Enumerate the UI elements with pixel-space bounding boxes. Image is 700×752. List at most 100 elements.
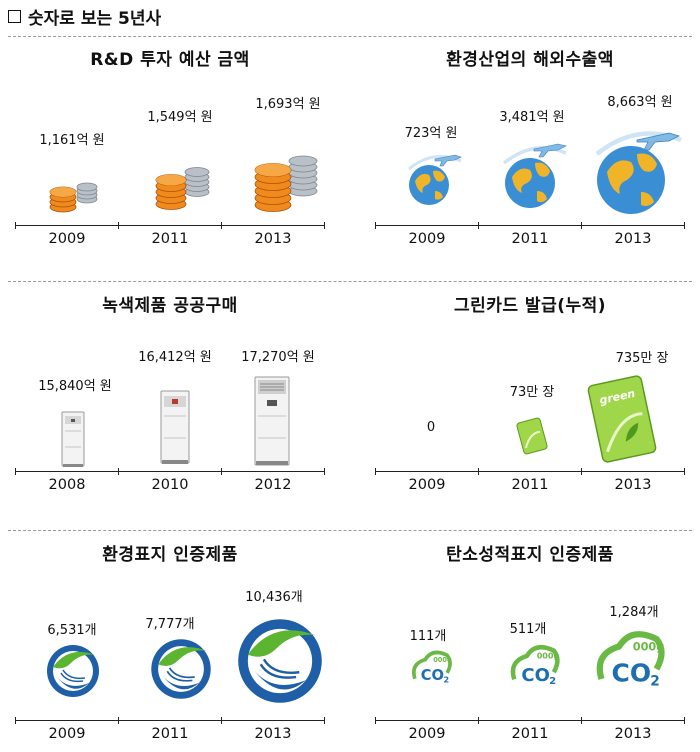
x-tick	[581, 717, 582, 724]
co2-label-icon: 000g CO 2	[409, 649, 453, 685]
x-axis	[15, 471, 325, 472]
x-axis	[375, 225, 685, 226]
globe-airplane-icon	[405, 151, 463, 207]
data-label: 16,412억 원	[138, 350, 212, 365]
panel-title: 환경표지 인증제품	[102, 545, 238, 565]
air-conditioner-icon	[254, 376, 290, 466]
x-tick-label: 2013	[614, 477, 652, 493]
air-conditioner-icon	[160, 390, 190, 464]
co2-grams-text: 000g	[433, 656, 452, 664]
data-label: 15,840억 원	[38, 379, 112, 394]
x-tick	[221, 468, 222, 475]
co2-sub-text: 2	[650, 673, 660, 689]
x-tick	[221, 717, 222, 724]
checkbox-bullet-icon	[8, 10, 21, 23]
x-tick-label: 2009	[408, 726, 446, 742]
coin-stack-icon	[147, 152, 221, 214]
data-label: 6,531개	[47, 623, 97, 638]
x-tick-label: 2011	[511, 231, 549, 247]
x-tick	[581, 222, 582, 229]
x-tick	[324, 222, 325, 229]
x-tick	[375, 717, 376, 724]
panel-green-card: 그린카드 발급(누적) 0 73만 장 735만 장 green 2009 20…	[365, 282, 695, 497]
x-tick-label: 2011	[511, 726, 549, 742]
data-label: 1,161억 원	[39, 133, 105, 148]
divider	[8, 36, 692, 37]
eco-label-icon	[235, 616, 325, 706]
panel-env-export: 환경산업의 해외수출액 723억 원 3,481억 원 8,663억 원	[365, 36, 695, 251]
data-label: 723억 원	[404, 126, 458, 141]
co2-sub-text: 2	[549, 676, 556, 687]
x-tick-label: 2012	[254, 477, 292, 493]
panel-rnd-budget: R&D 투자 예산 금액 1,161억 원 1,549억 원 1,693억 원	[5, 36, 335, 251]
x-axis	[375, 471, 685, 472]
page-title-text: 숫자로 보는 5년사	[28, 9, 162, 29]
x-tick-label: 2008	[48, 477, 86, 493]
x-tick	[221, 222, 222, 229]
data-label: 7,777개	[145, 617, 195, 632]
panel-title: 환경산업의 해외수출액	[446, 50, 614, 70]
x-tick	[684, 468, 685, 475]
data-label: 8,663억 원	[607, 95, 673, 110]
x-tick	[478, 222, 479, 229]
panel-title: R&D 투자 예산 금액	[90, 50, 250, 70]
page-title: 숫자로 보는 5년사	[8, 4, 161, 29]
data-label: 10,436개	[245, 590, 303, 605]
co2-sub-text: 2	[443, 675, 449, 684]
x-tick	[118, 468, 119, 475]
x-tick-label: 2011	[151, 231, 189, 247]
x-tick-label: 2010	[151, 477, 189, 493]
x-tick	[15, 222, 16, 229]
x-tick-label: 2013	[614, 231, 652, 247]
x-tick	[15, 717, 16, 724]
x-axis	[15, 720, 325, 721]
co2-label-icon: 000g CO 2	[507, 643, 561, 687]
coin-stack-icon	[41, 169, 107, 215]
data-label: 111개	[409, 629, 447, 644]
x-tick	[478, 468, 479, 475]
x-tick-label: 2009	[48, 726, 86, 742]
x-tick-label: 2013	[254, 231, 292, 247]
x-tick-label: 2009	[408, 477, 446, 493]
data-label: 73만 장	[509, 385, 555, 400]
x-tick	[684, 717, 685, 724]
x-tick	[684, 222, 685, 229]
co2-main-text: CO	[421, 667, 444, 684]
x-tick	[324, 717, 325, 724]
x-tick	[324, 468, 325, 475]
x-tick-label: 2011	[151, 726, 189, 742]
x-tick	[375, 468, 376, 475]
panel-title: 녹색제품 공공구매	[102, 296, 238, 316]
data-label: 1,693억 원	[255, 97, 321, 112]
data-label: 17,270억 원	[241, 350, 315, 365]
green-card-icon	[515, 416, 549, 456]
panel-carbon-label: 탄소성적표지 인증제품 111개 511개 1,284개 000g CO 2 0…	[365, 531, 695, 746]
x-tick	[15, 468, 16, 475]
x-axis	[15, 225, 325, 226]
x-tick	[118, 222, 119, 229]
divider	[8, 281, 692, 282]
co2-main-text: CO	[612, 659, 652, 688]
x-tick-label: 2011	[511, 477, 549, 493]
data-label: 0	[426, 420, 436, 435]
panel-title: 탄소성적표지 인증제품	[446, 545, 614, 565]
x-tick-label: 2009	[48, 231, 86, 247]
data-label: 3,481억 원	[499, 110, 565, 125]
x-tick-label: 2013	[614, 726, 652, 742]
divider	[8, 530, 692, 531]
panel-eco-label: 환경표지 인증제품 6,531개 7,777개 10,436개	[5, 531, 335, 746]
x-tick	[118, 717, 119, 724]
co2-main-text: CO	[521, 665, 550, 686]
data-label: 735만 장	[615, 351, 669, 366]
x-tick	[375, 222, 376, 229]
green-card-icon: green	[587, 374, 657, 464]
eco-label-icon	[149, 637, 213, 701]
x-axis	[375, 720, 685, 721]
panel-green-purchase: 녹색제품 공공구매 15,840억 원 16,412억 원 17,270억 원	[5, 282, 335, 497]
co2-label-icon: 000g CO 2	[591, 629, 667, 689]
co2-grams-text: 000g	[633, 640, 665, 653]
co2-grams-text: 000g	[537, 651, 560, 661]
globe-airplane-icon	[593, 124, 685, 216]
panel-title: 그린카드 발급(누적)	[453, 296, 607, 316]
x-tick-label: 2009	[408, 231, 446, 247]
